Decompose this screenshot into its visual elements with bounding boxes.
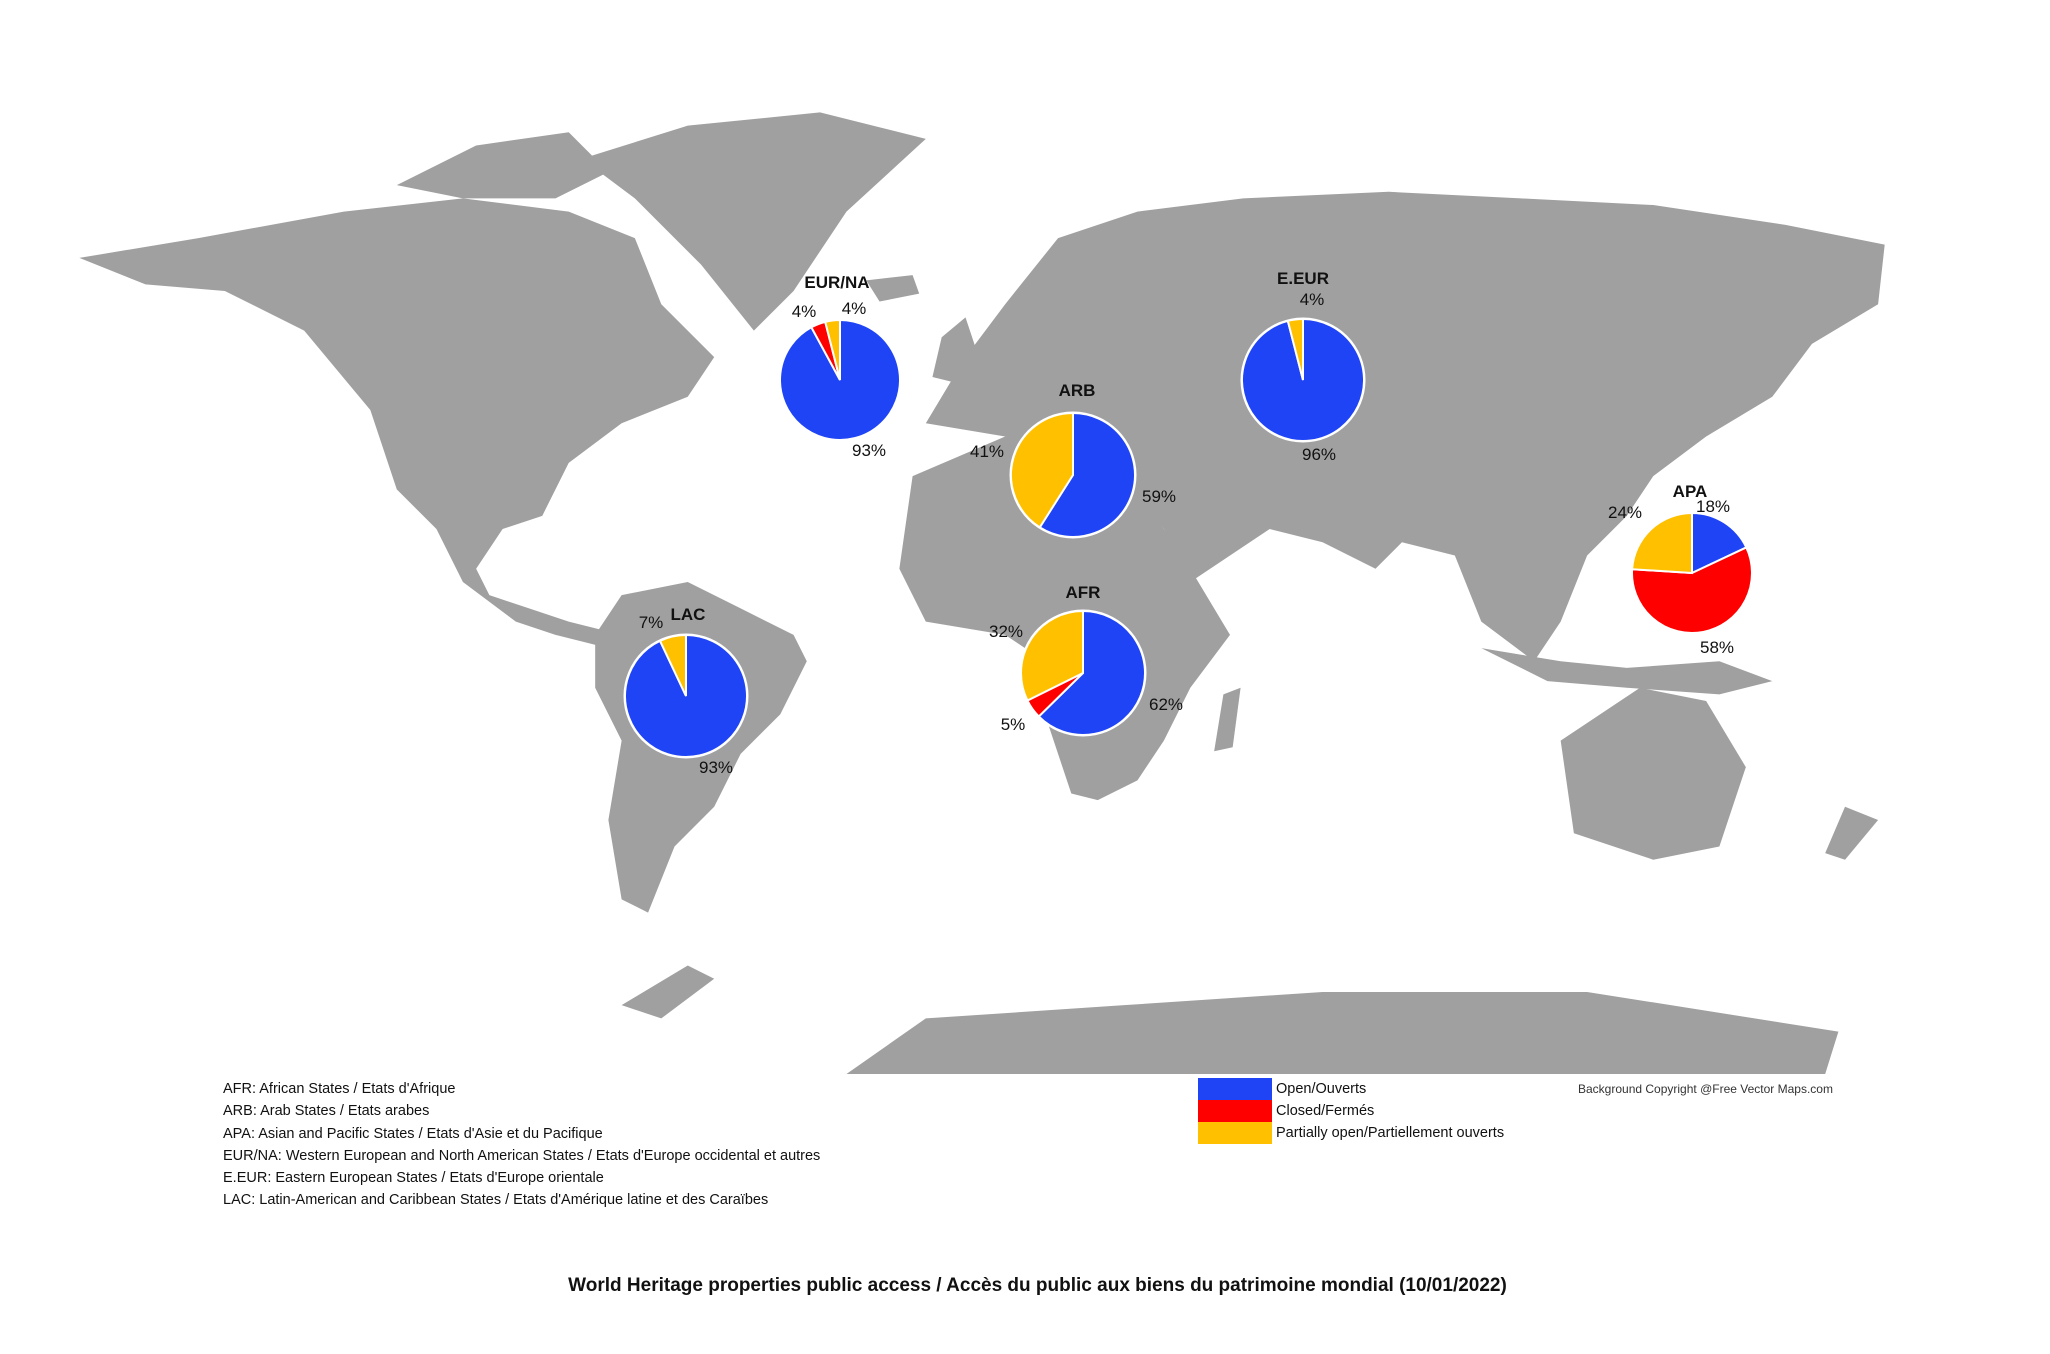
data-label: 18% (1695, 497, 1731, 516)
pie-apa (1630, 511, 1754, 635)
legend-swatch-closed (1198, 1100, 1272, 1122)
british-isles (932, 317, 979, 384)
pie-slice-open (1038, 411, 1136, 538)
data-label: 4% (841, 299, 867, 318)
legend-swatch-open (1198, 1078, 1272, 1100)
data-label: 58% (1699, 638, 1735, 657)
pie-title-lac: LAC (670, 605, 706, 624)
figure-title: World Heritage properties public access … (568, 1275, 1507, 1296)
arctic-islands (396, 132, 609, 199)
data-label: 93% (851, 441, 887, 460)
pie-arb (1009, 411, 1137, 539)
pie-title-apa: APA (1672, 482, 1708, 501)
greenland (581, 112, 926, 331)
data-label: 96% (1301, 445, 1337, 464)
pie-slice-partial (824, 318, 841, 381)
pie-slice-partial (1010, 411, 1074, 529)
pie-title-arb: ARB (1058, 381, 1096, 400)
north-america (79, 198, 715, 655)
legend-label: Partially open/Partiellement ouverts (1276, 1125, 1505, 1141)
pie-slice-open (1691, 511, 1748, 575)
eurasia (925, 191, 1885, 662)
data-label: 24% (1607, 503, 1643, 522)
abbr-eur-na: EUR/NA: Western European and North Ameri… (223, 1147, 821, 1164)
legend-item-partial: Partially open/Partiellement ouverts (1198, 1122, 1504, 1144)
abbr-apa: APA: Asian and Pacific States / Etats d'… (223, 1125, 603, 1142)
data-label: 5% (1000, 715, 1026, 734)
pie-charts (623, 317, 1754, 759)
region-abbreviations: AFR: African States / Etats d'Afrique AR… (223, 1078, 820, 1212)
data-label: 59% (1141, 487, 1177, 506)
pie-slice-open (1037, 609, 1146, 736)
abbr-e-eur: E.EUR: Eastern European States / Etats d… (223, 1170, 604, 1187)
data-label: 4% (791, 302, 817, 321)
pie-lac (623, 633, 749, 759)
pie-slice-partial (1631, 511, 1693, 575)
pie-eur-na (778, 318, 902, 442)
data-label: 4% (1299, 290, 1325, 309)
australia (1560, 687, 1746, 860)
pie-afr (1019, 609, 1147, 737)
madagascar (1214, 687, 1241, 752)
pie-slice-partial (658, 633, 687, 697)
data-label: 7% (638, 613, 664, 632)
pie-title-afr: AFR (1065, 583, 1101, 602)
pie-e-eur (1240, 317, 1366, 443)
data-label: 32% (988, 622, 1024, 641)
pie-slice-closed (1631, 546, 1753, 634)
legend-swatch-partial (1198, 1122, 1272, 1144)
data-label: 62% (1148, 695, 1184, 714)
japan (1620, 383, 1670, 477)
antarctic-peninsula (621, 965, 715, 1019)
new-zealand (1825, 806, 1879, 860)
indonesia (1481, 648, 1773, 695)
land-masses (79, 112, 1885, 1074)
legend: Open/Ouverts Closed/Fermés Partially ope… (1198, 1078, 1504, 1144)
data-label: 41% (969, 442, 1005, 461)
copyright-note: Background Copyright @Free Vector Maps.c… (1578, 1082, 1833, 1096)
pie-slice-partial (1286, 317, 1304, 381)
legend-item-open: Open/Ouverts (1198, 1078, 1504, 1100)
antarctica (846, 991, 1839, 1074)
data-label: 93% (698, 758, 734, 777)
abbr-afr: AFR: African States / Etats d'Afrique (223, 1081, 456, 1097)
legend-label: Open/Ouverts (1276, 1081, 1367, 1097)
pie-title-eur-na: EUR/NA (804, 273, 870, 292)
abbr-arb: ARB: Arab States / Etats arabes (223, 1103, 430, 1120)
pie-slice-partial (1020, 609, 1084, 702)
pie-title-e-eur: E.EUR (1277, 269, 1329, 288)
legend-label: Closed/Fermés (1276, 1103, 1375, 1119)
legend-item-closed: Closed/Fermés (1198, 1100, 1504, 1122)
iceland (866, 275, 920, 302)
abbr-lac: LAC: Latin-American and Caribbean States… (223, 1192, 769, 1209)
